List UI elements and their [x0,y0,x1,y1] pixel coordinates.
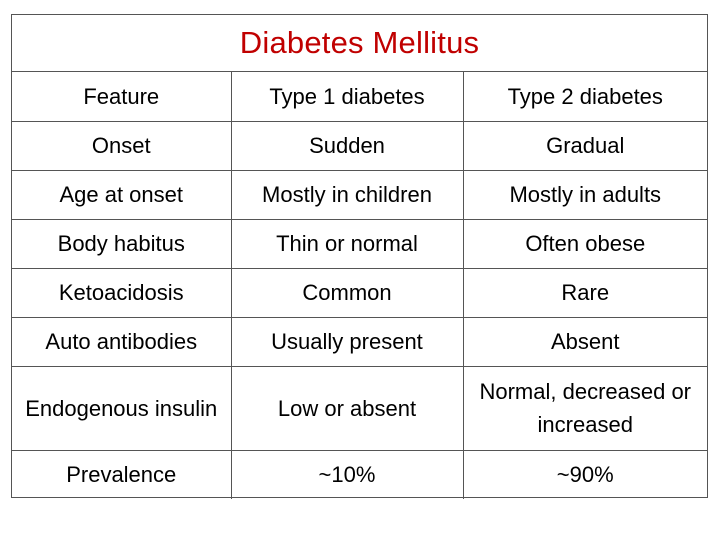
type-2-cell: Gradual [462,120,707,171]
feature-cell: Body habitus [12,218,232,269]
comparison-table: Feature Type 1 diabetes Type 2 diabetes … [12,72,707,499]
type-2-cell: Absent [462,316,707,367]
header-feature: Feature [12,72,232,122]
feature-cell: Endogenous insulin [12,365,232,451]
header-type-1: Type 1 diabetes [230,72,464,122]
type-2-cell: Rare [462,267,707,318]
title-row: Diabetes Mellitus [12,15,707,72]
feature-cell: Age at onset [12,169,232,220]
row-ketoacidosis: Ketoacidosis Common Rare [12,267,707,318]
feature-cell: Ketoacidosis [12,267,232,318]
type-2-cell: Mostly in adults [462,169,707,220]
row-onset: Onset Sudden Gradual [12,120,707,171]
type-1-cell: Thin or normal [230,218,464,269]
type-2-cell: Normal, decreased or increased [462,365,707,451]
type-1-cell: ~10% [230,449,464,499]
type-2-cell: ~90% [462,449,707,499]
row-auto-antibodies: Auto antibodies Usually present Absent [12,316,707,367]
header-row: Feature Type 1 diabetes Type 2 diabetes [12,72,707,122]
type-1-cell: Usually present [230,316,464,367]
feature-cell: Auto antibodies [12,316,232,367]
table-title: Diabetes Mellitus [239,25,480,60]
type-1-cell: Mostly in children [230,169,464,220]
row-body-habitus: Body habitus Thin or normal Often obese [12,218,707,269]
feature-cell: Prevalence [12,449,232,499]
feature-cell: Onset [12,120,232,171]
header-type-2: Type 2 diabetes [462,72,707,122]
type-1-cell: Sudden [230,120,464,171]
type-1-cell: Common [230,267,464,318]
row-endogenous-insulin: Endogenous insulin Low or absent Normal,… [12,365,707,451]
type-2-cell: Often obese [462,218,707,269]
row-age-at-onset: Age at onset Mostly in children Mostly i… [12,169,707,220]
comparison-table-frame: Diabetes Mellitus Feature Type 1 diabete… [11,14,708,499]
row-prevalence: Prevalence ~10% ~90% [12,449,707,499]
type-1-cell: Low or absent [230,365,464,451]
